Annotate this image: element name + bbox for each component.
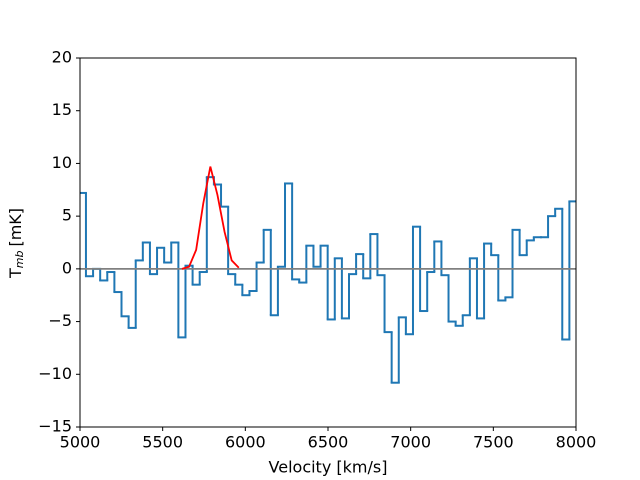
y-label-main: T [6, 268, 25, 279]
x-tick-label: 8000 [556, 433, 597, 452]
x-tick-label: 5000 [60, 433, 101, 452]
x-axis-label: Velocity [km/s] [269, 458, 388, 477]
x-tick-label: 7500 [473, 433, 514, 452]
y-tick-label: 20 [52, 48, 72, 67]
y-label-unit: [mK] [6, 208, 25, 247]
y-tick-label: 15 [52, 100, 72, 119]
y-tick-label: 10 [52, 153, 72, 172]
y-tick-label: −15 [38, 417, 72, 436]
y-tick-label: −10 [38, 364, 72, 383]
axes-frame [79, 57, 577, 428]
x-tick-label: 6000 [225, 433, 266, 452]
y-tick-label: 0 [62, 258, 72, 277]
x-tick-label: 7000 [390, 433, 431, 452]
y-axis-label: Tmb [mK] [6, 208, 27, 279]
x-tick-label: 5500 [142, 433, 183, 452]
x-tick-label: 6500 [308, 433, 349, 452]
line-series [181, 166, 240, 270]
y-label-sub: mb [13, 251, 26, 269]
y-tick-label: −5 [48, 311, 72, 330]
y-tick-label: 5 [62, 206, 72, 225]
plot-area [80, 166, 576, 384]
